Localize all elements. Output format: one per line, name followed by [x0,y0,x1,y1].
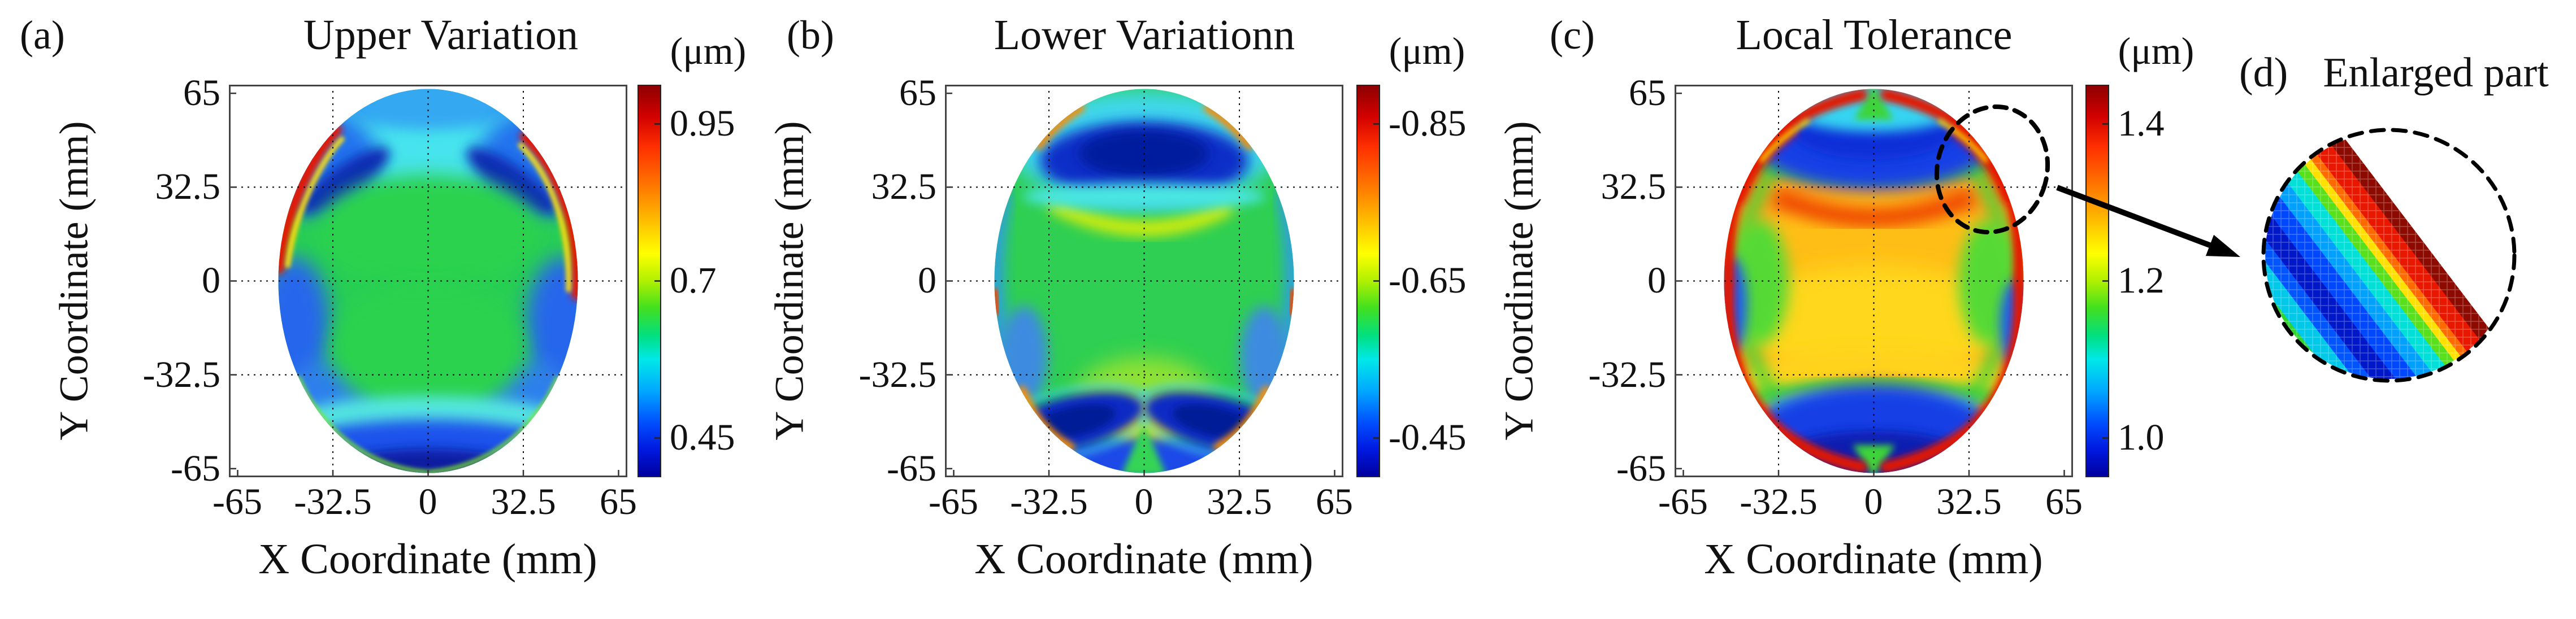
inset-dashed-circle [2261,128,2517,383]
panel-a-ytick: 65 [183,72,220,114]
panel-b-ytick: -32.5 [858,354,936,395]
panel-a-colorbar-unit: (μm) [670,29,747,72]
panel-b-box [945,85,1343,477]
panel-c-cbtick: 1.0 [2118,417,2165,458]
panel-c-xlabel: X Coordinate (mm) [1704,535,2043,583]
panel-a-label: (a) [20,12,65,58]
panel-b-heatmap [945,85,1343,477]
panel-c-box [1675,85,2073,477]
panel-a-ylabel: Y Coordinate (mm) [51,121,97,441]
panel-c-xtick: 0 [1864,481,1883,522]
panel-a-cbtick: 0.7 [670,260,717,301]
panel-c-ylabel: Y Coordinate (mm) [1496,121,1542,441]
panel-b-label: (b) [787,12,834,58]
panel-c-xtick: -32.5 [1740,481,1818,522]
panel-c-colorbar [2085,85,2109,477]
panel-c-grid [1675,85,2073,477]
panel-b-grid [945,85,1343,477]
panel-a-xtick: -32.5 [294,481,372,522]
panel-b-title: Lower Variationn [994,11,1295,59]
panel-b-xtick: -32.5 [1010,481,1088,522]
panel-b-ytick: 32.5 [871,166,937,207]
panel-c-ytick: -32.5 [1588,354,1666,395]
panel-a-xtick: 0 [418,481,437,522]
panel-a-ytick: -32.5 [142,354,220,395]
panel-b-cbtick: -0.45 [1389,417,1467,458]
panel-c-cbtick: 1.4 [2118,103,2165,144]
panel-b-ylabel: Y Coordinate (mm) [766,121,812,441]
panel-c-ytick: 0 [1647,260,1666,301]
panel-a-grid [229,85,627,477]
panel-c-label: (c) [1550,12,1595,58]
panel-a-heatmap [229,85,627,477]
inset-heatmap-wedge [2265,135,2503,379]
panel-c-title: Local Tolerance [1736,11,2013,59]
panel-c-xtick: 65 [2045,481,2083,522]
panel-b-xtick: 65 [1316,481,1353,522]
heatmap-c-disc [1724,89,2024,473]
panel-c-ytick: 65 [1629,72,1666,114]
panel-a-cbtick: 0.45 [670,417,735,458]
panel-a-colorbar [638,85,661,477]
panel-b-xtick: 32.5 [1207,481,1272,522]
panel-c-xtick: -65 [1658,481,1708,522]
panel-a-ytick: -65 [171,448,220,489]
panel-b-xlabel: X Coordinate (mm) [974,535,1313,583]
annotation-arrow-head [2205,234,2240,257]
panel-b-cbtick: -0.65 [1389,260,1467,301]
panel-b-xtick: -65 [929,481,978,522]
panel-c-ytick: -65 [1616,448,1666,489]
panel-a-xtick: 32.5 [491,481,556,522]
panel-c-heatmap [1675,85,2073,477]
panel-d-title: Enlarged part [2323,50,2549,96]
panel-a-box [229,85,627,477]
panel-c-colorbar-unit: (μm) [2118,29,2195,72]
panel-b-colorbar-unit: (μm) [1389,29,1465,72]
panel-b-colorbar [1356,85,1380,477]
panel-b-ytick: 0 [918,260,936,301]
panel-a-ytick: 32.5 [155,166,221,207]
panel-a-xtick: -65 [213,481,262,522]
panel-a-cbtick: 0.95 [670,103,735,144]
panel-b-ytick: 65 [899,72,936,114]
panel-d-inset [2261,128,2517,383]
panel-a-ytick: 0 [202,260,220,301]
panel-c-cbtick: 1.2 [2118,260,2165,301]
panel-c-ytick: 32.5 [1601,166,1667,207]
panel-b-cbtick: -0.85 [1389,103,1467,144]
panel-c-xtick: 32.5 [1936,481,2002,522]
panel-d-label: (d) [2239,50,2288,96]
annotation-arrow-line [2056,185,2214,249]
panel-a-xtick: 65 [600,481,637,522]
panel-b-ytick: -65 [887,448,936,489]
panel-b-xtick: 0 [1134,481,1153,522]
roi-dashed-ellipse [1934,104,2050,235]
panel-a-xlabel: X Coordinate (mm) [258,535,597,583]
panel-a-title: Upper Variation [303,11,579,59]
